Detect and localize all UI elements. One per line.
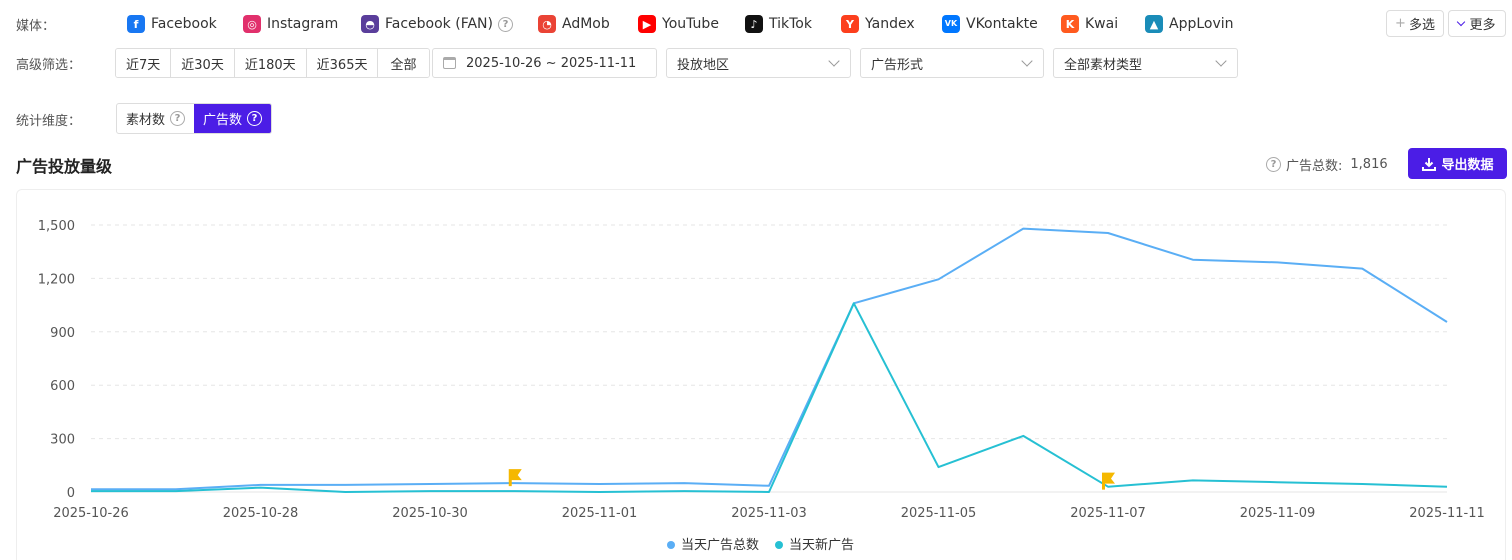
media-item-label: Instagram [267, 16, 339, 32]
instagram-icon: ◎ [243, 15, 261, 33]
x-tick-label: 2025-11-01 [562, 506, 638, 521]
x-tick-label: 2025-11-05 [901, 506, 977, 521]
multi-select-label: 多选 [1408, 18, 1435, 33]
media-item-label: YouTube [662, 16, 719, 32]
advanced-filter-label: 高级筛选： [16, 58, 82, 73]
yandex-icon: Y [841, 15, 859, 33]
media-item-label: Yandex [865, 16, 915, 32]
media-item-label: Facebook [151, 16, 217, 32]
x-tick-label: 2025-11-09 [1240, 506, 1316, 521]
dimension-toggle: 素材数 ? 广告数 ? [116, 103, 273, 134]
tiktok-icon: ♪ [745, 15, 763, 33]
x-tick-label: 2025-10-28 [223, 506, 299, 521]
media-item-admob[interactable]: ◔ AdMob [538, 12, 610, 36]
range-365-days[interactable]: 近365天 [306, 49, 379, 77]
line-chart: 0 300 600 900 1,200 1,500 2025-10-26 2025-10-28… [38, 219, 1485, 553]
vkontakte-icon: VK [942, 15, 960, 33]
section-title: 广告投放量级 [16, 157, 113, 176]
y-tick-label: 600 [50, 379, 75, 394]
youtube-icon: ▶ [638, 15, 656, 33]
x-tick-label: 2025-10-30 [392, 506, 468, 521]
media-item-label: TikTok [769, 16, 812, 32]
ad-total: ? 广告总数: 1,816 [1266, 155, 1388, 174]
media-item-tiktok[interactable]: ♪ TikTok [745, 12, 812, 36]
kwai-icon: K [1061, 15, 1079, 33]
media-item-label: AppLovin [1169, 16, 1234, 32]
date-range-value: 2025-10-26 ~ 2025-11-11 [466, 55, 637, 71]
facebook-audience-network-icon: ◓ [361, 15, 379, 33]
media-item-instagram[interactable]: ◎ Instagram [243, 12, 338, 36]
dimension-label: 统计维度： [16, 114, 82, 129]
legend-marker [775, 541, 783, 549]
range-30-days[interactable]: 近30天 [171, 49, 235, 77]
calendar-icon [443, 57, 456, 69]
dimension-materials-label: 素材数 [126, 113, 166, 128]
plus-icon: + [1395, 16, 1406, 31]
facebook-icon: f [127, 15, 145, 33]
media-item-kwai[interactable]: K Kwai [1061, 12, 1118, 36]
range-all[interactable]: 全部 [378, 49, 429, 77]
region-select-value: 投放地区 [677, 57, 730, 73]
legend-label: 当天广告总数 [681, 538, 759, 553]
chart-card: 0 300 600 900 1,200 1,500 2025-10-26 2025-10-28… [16, 189, 1506, 560]
flag-marker-icon [1102, 472, 1115, 490]
x-tick-label: 2025-11-07 [1070, 506, 1146, 521]
multi-select-button[interactable]: + 多选 [1386, 10, 1444, 37]
region-select[interactable]: 投放地区 [666, 48, 851, 78]
media-item-label: VKontakte [966, 16, 1038, 32]
date-range-picker[interactable]: 2025-10-26 ~ 2025-11-11 [432, 48, 657, 78]
x-tick-label: 2025-11-03 [731, 506, 807, 521]
ad-total-value: 1,816 [1350, 157, 1388, 172]
dimension-materials[interactable]: 素材数 ? [117, 104, 194, 133]
admob-icon: ◔ [538, 15, 556, 33]
chevron-down-icon [1021, 55, 1033, 67]
y-tick-label: 900 [50, 326, 75, 341]
chevron-down-icon [828, 55, 840, 67]
download-icon [1422, 157, 1437, 171]
media-item-label: AdMob [562, 16, 610, 32]
media-item-yandex[interactable]: Y Yandex [841, 12, 915, 36]
help-icon[interactable]: ? [170, 111, 186, 126]
media-item-facebook-fan[interactable]: ◓ Facebook (FAN)? [361, 12, 513, 36]
chevron-down-icon [1215, 55, 1227, 67]
more-label: 更多 [1469, 18, 1496, 33]
material-type-select[interactable]: 全部素材类型 [1053, 48, 1238, 78]
y-tick-label: 300 [50, 433, 75, 448]
dimension-ads[interactable]: 广告数 ? [194, 104, 272, 133]
media-item-facebook[interactable]: f Facebook [127, 12, 217, 36]
ad-format-select-value: 广告形式 [871, 57, 924, 73]
series-line-total-ads [91, 227, 1448, 491]
ad-total-label: 广告总数: [1286, 159, 1343, 174]
legend-label: 当天新广告 [789, 537, 854, 553]
series-line-new-ads [91, 302, 1448, 493]
help-icon[interactable]: ? [1266, 157, 1281, 172]
media-label: 媒体： [16, 19, 56, 34]
more-button[interactable]: 更多 [1448, 10, 1506, 37]
material-type-select-value: 全部素材类型 [1064, 57, 1143, 73]
export-data-label: 导出数据 [1441, 158, 1494, 173]
y-tick-label: 0 [67, 486, 75, 501]
y-tick-label: 1,500 [38, 219, 75, 234]
x-tick-label: 2025-10-26 [53, 506, 129, 521]
media-item-applovin[interactable]: ▲ AppLovin [1145, 12, 1234, 36]
date-range-presets: 近7天 近30天 近180天 近365天 全部 [115, 48, 430, 78]
dimension-ads-label: 广告数 [203, 113, 243, 128]
range-7-days[interactable]: 近7天 [116, 49, 172, 77]
media-item-vkontakte[interactable]: VK VKontakte [942, 12, 1038, 36]
export-data-button[interactable]: 导出数据 [1408, 148, 1507, 179]
media-item-label: Facebook (FAN) [385, 16, 493, 32]
help-icon[interactable]: ? [497, 16, 513, 32]
flag-marker-icon [508, 469, 522, 487]
ad-format-select[interactable]: 广告形式 [860, 48, 1044, 78]
chevron-down-icon [1457, 17, 1466, 27]
media-item-label: Kwai [1085, 16, 1119, 32]
help-icon[interactable]: ? [247, 111, 263, 126]
range-180-days[interactable]: 近180天 [234, 49, 307, 77]
x-tick-label: 2025-11-11 [1409, 506, 1485, 521]
y-tick-label: 1,200 [38, 272, 75, 287]
media-item-youtube[interactable]: ▶ YouTube [638, 12, 719, 36]
legend-marker [667, 541, 675, 549]
applovin-icon: ▲ [1145, 15, 1163, 33]
